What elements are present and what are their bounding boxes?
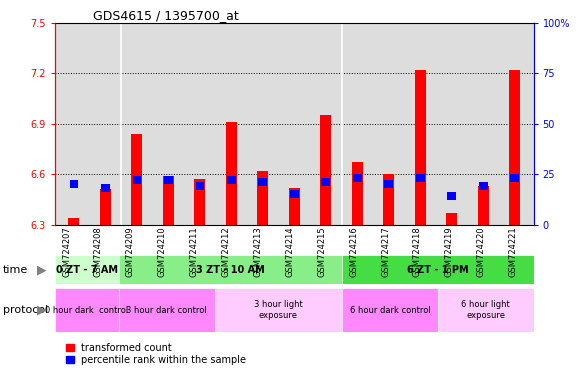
Bar	[320, 116, 331, 225]
Bar	[509, 70, 520, 225]
Bar	[383, 174, 394, 225]
Bar	[68, 218, 79, 225]
Text: GSM724216: GSM724216	[349, 227, 358, 277]
Text: GSM724208: GSM724208	[94, 227, 103, 277]
Text: 3 hour light
exposure: 3 hour light exposure	[254, 300, 303, 320]
Bar	[119, 255, 342, 284]
Bar	[342, 255, 534, 284]
Text: ▶: ▶	[37, 304, 46, 316]
Text: GSM724220: GSM724220	[477, 227, 485, 277]
Bar	[215, 288, 342, 332]
Bar	[119, 288, 215, 332]
Text: GSM724213: GSM724213	[253, 227, 262, 277]
Text: GSM724209: GSM724209	[126, 227, 135, 277]
Text: GSM724221: GSM724221	[509, 227, 517, 277]
Bar	[289, 188, 300, 225]
Text: GSM724210: GSM724210	[158, 227, 167, 277]
Bar	[226, 122, 237, 225]
Text: 6 hour light
exposure: 6 hour light exposure	[461, 300, 510, 320]
Text: GSM724214: GSM724214	[285, 227, 294, 277]
Bar	[416, 174, 425, 182]
Bar	[132, 134, 143, 225]
Text: 3 hour dark control: 3 hour dark control	[126, 306, 207, 314]
Bar	[479, 182, 488, 190]
Text: GSM724212: GSM724212	[222, 227, 230, 277]
Bar	[342, 288, 438, 332]
Text: GSM724207: GSM724207	[62, 227, 71, 277]
Bar	[133, 176, 142, 184]
Bar	[385, 180, 393, 189]
Bar	[478, 186, 489, 225]
Bar	[510, 174, 519, 182]
Bar	[290, 190, 299, 199]
Text: 6 ZT - 1 PM: 6 ZT - 1 PM	[407, 265, 469, 275]
Text: 0 hour dark  control: 0 hour dark control	[45, 306, 129, 314]
Text: GDS4615 / 1395700_at: GDS4615 / 1395700_at	[93, 9, 239, 22]
Bar	[258, 171, 269, 225]
Bar	[194, 179, 205, 225]
Text: GSM724219: GSM724219	[445, 227, 454, 277]
Text: protocol: protocol	[3, 305, 48, 315]
Bar	[259, 178, 267, 186]
Bar	[163, 176, 174, 225]
Text: 6 hour dark control: 6 hour dark control	[350, 306, 430, 314]
Bar	[438, 288, 534, 332]
Text: ▶: ▶	[37, 263, 46, 276]
Bar	[352, 162, 363, 225]
Bar	[446, 213, 457, 225]
Bar	[195, 182, 204, 190]
Bar	[55, 288, 119, 332]
Text: GSM724211: GSM724211	[190, 227, 198, 277]
Bar	[164, 176, 173, 184]
Text: time: time	[3, 265, 28, 275]
Bar	[227, 176, 236, 184]
Text: GSM724215: GSM724215	[317, 227, 326, 277]
Text: GSM724218: GSM724218	[413, 227, 422, 277]
Bar	[415, 70, 426, 225]
Bar	[321, 178, 330, 186]
Bar	[353, 174, 362, 182]
Bar	[447, 192, 456, 200]
Legend: transformed count, percentile rank within the sample: transformed count, percentile rank withi…	[66, 343, 246, 365]
Bar	[55, 255, 119, 284]
Text: GSM724217: GSM724217	[381, 227, 390, 277]
Text: 0 ZT - 7 AM: 0 ZT - 7 AM	[56, 265, 118, 275]
Text: 3 ZT - 10 AM: 3 ZT - 10 AM	[196, 265, 265, 275]
Bar	[101, 184, 110, 192]
Bar	[100, 189, 111, 225]
Bar	[70, 180, 78, 189]
